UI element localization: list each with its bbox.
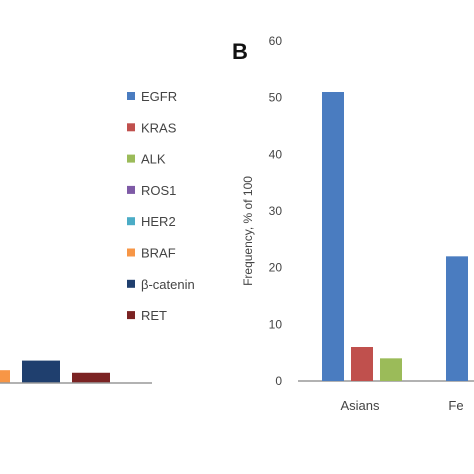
legend-swatch-braf [127, 248, 135, 257]
panel-label: B [232, 39, 248, 64]
legend-swatch-ret [127, 311, 135, 320]
legend-swatch-her2 [127, 217, 135, 226]
bar-a-braf [0, 370, 10, 383]
legend-label-braf: BRAF [141, 246, 176, 261]
y-tick-label: 60 [269, 34, 283, 48]
y-tick-label: 40 [269, 147, 283, 161]
bar-b-alk-asians [380, 358, 402, 381]
y-axis-title: Frequency, % of 100 [241, 176, 255, 286]
y-tick-label: 30 [269, 204, 283, 218]
legend-swatch-ros1 [127, 185, 135, 194]
y-tick-label: 0 [275, 374, 282, 388]
bar-a-catenin [22, 360, 60, 383]
legend-label-her2: HER2 [141, 214, 176, 229]
y-tick-label: 50 [269, 91, 283, 105]
y-tick-label: 10 [269, 317, 283, 331]
legend-swatch-catenin [127, 279, 135, 288]
legend-label-ros1: ROS1 [141, 183, 176, 198]
bar-a-ret [72, 372, 110, 383]
panel-a-partial [0, 360, 152, 384]
y-tick-label: 20 [269, 261, 283, 275]
legend: EGFR KRAS ALK ROS1 HER2 BRAF β-catenin RET [127, 89, 195, 323]
legend-label-catenin: β-catenin [141, 277, 195, 292]
bar-b-egfr-fe [446, 256, 468, 381]
legend-label-ret: RET [141, 308, 167, 323]
bar-b-egfr-asians [322, 92, 344, 381]
legend-swatch-kras [127, 123, 135, 132]
panel-b-chart: 0 10 20 30 40 50 60 Frequency, % of 100 Asians Fe [241, 34, 474, 413]
bar-b-kras-asians [351, 347, 373, 381]
x-category-label: Fe [448, 398, 463, 413]
legend-label-egfr: EGFR [141, 89, 177, 104]
legend-label-kras: KRAS [141, 120, 177, 135]
legend-swatch-egfr [127, 92, 135, 100]
legend-swatch-alk [127, 154, 135, 163]
legend-label-alk: ALK [141, 152, 166, 167]
x-category-label: Asians [340, 398, 380, 413]
